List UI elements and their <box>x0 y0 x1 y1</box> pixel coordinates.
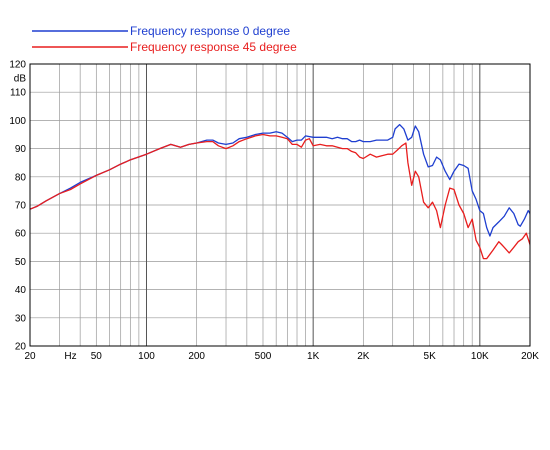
y-tick-label: 70 <box>15 201 27 212</box>
series-line-45-degree <box>30 133 530 260</box>
x-tick-label: 100 <box>138 351 155 362</box>
legend-label: Frequency response 0 degree <box>130 24 290 38</box>
y-tick-label: 50 <box>15 257 27 268</box>
y-tick-label: 90 <box>15 144 27 155</box>
x-tick-label: 50 <box>91 351 103 362</box>
x-tick-label: 1K <box>307 351 320 362</box>
x-tick-label: 20K <box>521 351 539 362</box>
y-tick-label: 60 <box>15 229 27 240</box>
x-tick-label: Hz <box>64 351 76 362</box>
plot-frame <box>29 63 531 347</box>
x-tick-labels: 20 Hz 50 100 200 500 1K 2K 5K 10K 20K <box>24 351 539 362</box>
x-tick-label: 20 <box>24 351 36 362</box>
x-tick-label: 200 <box>188 351 205 362</box>
legend: Frequency response 0 degree Frequency res… <box>32 24 297 54</box>
series-line-0-degree <box>30 123 530 237</box>
legend-label: Frequency response 45 degree <box>130 40 297 54</box>
y-tick-label: 20 <box>15 342 27 353</box>
y-tick-labels: 20 30 40 50 60 70 80 90 100 110 120 <box>9 60 26 353</box>
x-tick-label: 2K <box>357 351 370 362</box>
y-axis-unit-label: dB <box>14 74 27 85</box>
x-tick-label: 500 <box>255 351 272 362</box>
x-tick-label: 5K <box>424 351 437 362</box>
y-tick-label: 100 <box>9 116 26 127</box>
x-tick-label: 10K <box>471 351 489 362</box>
y-tick-label: 120 <box>9 60 26 71</box>
y-tick-label: 80 <box>15 172 27 183</box>
y-tick-label: 30 <box>15 313 27 324</box>
y-tick-label: 40 <box>15 285 27 296</box>
grid-lines <box>29 63 531 347</box>
y-tick-label: 110 <box>10 88 26 99</box>
series-lines <box>30 123 530 260</box>
